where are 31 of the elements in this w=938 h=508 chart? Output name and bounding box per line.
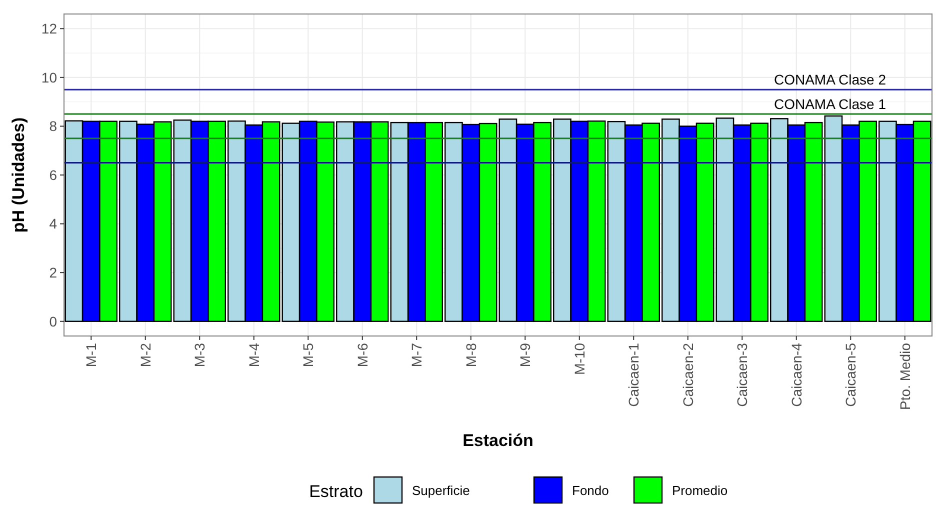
y-tick-label: 6	[49, 166, 58, 183]
x-tick-label: M-10	[571, 342, 588, 375]
y-tick-label: 0	[49, 313, 58, 330]
x-tick-label: M-5	[300, 342, 316, 368]
x-tick-label: Pto. Medio	[896, 342, 913, 410]
legend-label: Fondo	[572, 483, 609, 498]
x-tick-label: Caicaen-3	[734, 342, 750, 407]
legend-title: Estrato	[309, 482, 363, 501]
ref-line-label: CONAMA Clase 2	[774, 72, 886, 88]
x-tick-label: M-4	[246, 342, 262, 368]
x-tick-label: M-8	[462, 342, 479, 368]
legend-label: Promedio	[672, 483, 728, 498]
x-tick-label: Caicaen-5	[842, 342, 859, 407]
x-tick-label: M-6	[354, 342, 370, 368]
ref-line-label: CONAMA Clase 1	[774, 96, 886, 112]
y-tick-label: 10	[41, 69, 58, 86]
y-tick-label: 12	[41, 20, 58, 37]
y-tick-label: 2	[49, 264, 58, 280]
x-tick-label: M-3	[192, 342, 208, 368]
x-tick-label: M-7	[408, 342, 425, 368]
x-tick-label: Caicaen-2	[680, 342, 696, 407]
x-tick-label: M-1	[83, 342, 100, 368]
y-tick-label: 8	[49, 118, 58, 134]
x-axis-title: Estación	[462, 431, 534, 450]
legend-label: Superficie	[412, 483, 470, 498]
x-tick-label: M-2	[137, 342, 154, 368]
y-tick-label: 4	[49, 216, 58, 232]
x-tick-label: M-9	[517, 342, 534, 368]
y-axis-title: pH (Unidades)	[9, 117, 28, 233]
x-tick-label: Caicaen-1	[626, 342, 642, 407]
x-tick-label: Caicaen-4	[788, 342, 804, 407]
